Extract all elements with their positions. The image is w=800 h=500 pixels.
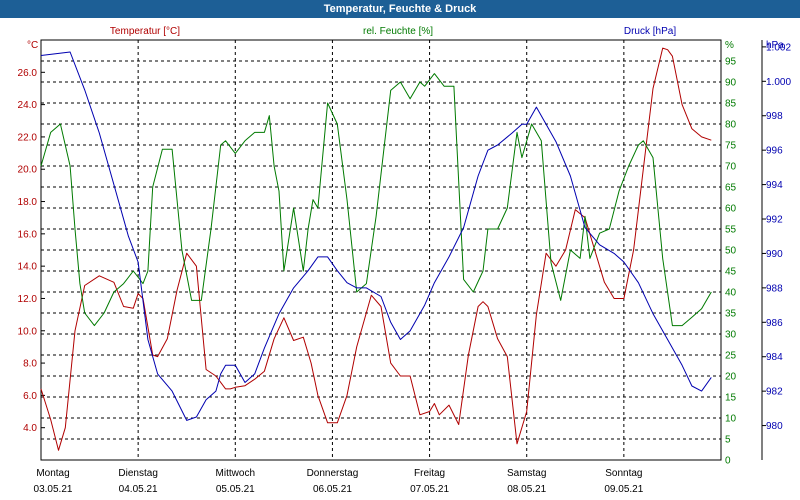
humidity-tick-label: 30 xyxy=(725,330,737,341)
temperature-tick-label: 24.0 xyxy=(18,100,38,111)
pressure-tick-label: 980 xyxy=(766,421,783,432)
temperature-unit-label: °C xyxy=(27,40,38,51)
temperature-tick-label: 4.0 xyxy=(23,423,37,434)
humidity-tick-label: 20 xyxy=(725,372,737,383)
humidity-tick-label: 55 xyxy=(725,225,737,236)
pressure-tick-label: 984 xyxy=(766,352,783,363)
x-tick-day-label: Donnerstag xyxy=(307,468,359,479)
temperature-tick-label: 26.0 xyxy=(18,68,38,79)
pressure-tick-label: 1.000 xyxy=(766,77,791,88)
humidity-tick-label: 25 xyxy=(725,351,737,362)
x-tick-day-label: Dienstag xyxy=(118,468,157,479)
temperature-tick-label: 18.0 xyxy=(18,197,38,208)
humidity-tick-label: 60 xyxy=(725,204,737,215)
temperature-tick-label: 16.0 xyxy=(18,229,38,240)
axes-frame xyxy=(40,39,763,461)
pressure-tick-label: 996 xyxy=(766,146,783,157)
humidity-tick-label: 80 xyxy=(725,120,737,131)
x-tick-day-label: Freitag xyxy=(414,468,445,479)
temperature-tick-label: 14.0 xyxy=(18,262,38,273)
pressure-tick-label: 998 xyxy=(766,111,783,122)
tick-labels: 4.0 6.0 8.0 10.0 12.0 14.0 16.0 18.0 20.0 22.0 24.… xyxy=(18,42,792,466)
humidity-tick-label: 35 xyxy=(725,309,737,320)
humidity-tick-label: 65 xyxy=(725,183,737,194)
x-tick-date-label: 05.05.21 xyxy=(216,484,255,495)
series-line-humidity xyxy=(40,73,712,327)
pressure-tick-label: 988 xyxy=(766,283,783,294)
x-tick-date-label: 08.05.21 xyxy=(507,484,546,495)
pressure-tick-label: 990 xyxy=(766,249,783,260)
pressure-tick-label: 1.002 xyxy=(766,42,791,53)
pressure-tick-label: 986 xyxy=(766,318,783,329)
x-axis-labels: Montag 03.05.21 Dienstag 04.05.21 Mittwoch 05… xyxy=(34,468,644,495)
pressure-tick-label: 994 xyxy=(766,180,783,191)
x-tick-date-label: 06.05.21 xyxy=(313,484,352,495)
humidity-tick-label: 75 xyxy=(725,141,737,152)
humidity-tick-label: 5 xyxy=(725,435,731,446)
pressure-tick-label: 982 xyxy=(766,387,783,398)
x-tick-day-label: Samstag xyxy=(507,468,546,479)
humidity-tick-label: 85 xyxy=(725,99,737,110)
temperature-tick-label: 12.0 xyxy=(18,294,38,305)
humidity-tick-label: 70 xyxy=(725,162,737,173)
axis-titles: Temperatur [°C] rel. Feuchte [%] Druck [hP… xyxy=(27,26,784,51)
humidity-tick-label: 50 xyxy=(725,246,737,257)
chart-title: Temperatur, Feuchte & Druck xyxy=(0,0,800,18)
temperature-tick-label: 22.0 xyxy=(18,132,38,143)
humidity-tick-label: 45 xyxy=(725,267,737,278)
x-tick-date-label: 09.05.21 xyxy=(604,484,643,495)
temperature-tick-label: 8.0 xyxy=(23,359,37,370)
pressure-unit-label: hPa xyxy=(766,40,784,51)
temperature-tick-label: 20.0 xyxy=(18,165,38,176)
pressure-tick-label: 992 xyxy=(766,215,783,226)
x-tick-day-label: Sonntag xyxy=(605,468,642,479)
temperature-tick-label: 6.0 xyxy=(23,391,37,402)
x-tick-day-label: Montag xyxy=(36,468,69,479)
humidity-tick-label: 95 xyxy=(725,57,737,68)
pressure-axis-title: Druck [hPa] xyxy=(624,26,676,37)
x-tick-date-label: 04.05.21 xyxy=(119,484,158,495)
humidity-axis-title: rel. Feuchte [%] xyxy=(363,26,433,37)
series-line-temperature xyxy=(40,47,712,451)
humidity-tick-label: 10 xyxy=(725,414,737,425)
humidity-tick-label: 15 xyxy=(725,393,737,404)
temperature-axis-title: Temperatur [°C] xyxy=(110,26,180,37)
x-tick-date-label: 07.05.21 xyxy=(410,484,449,495)
x-tick-date-label: 03.05.21 xyxy=(34,484,73,495)
plot-frame xyxy=(40,39,722,461)
grid xyxy=(41,40,721,460)
series-lines xyxy=(40,47,712,451)
humidity-tick-label: 90 xyxy=(725,78,737,89)
humidity-unit-label: % xyxy=(725,40,734,51)
temperature-tick-label: 10.0 xyxy=(18,326,38,337)
humidity-tick-label: 0 xyxy=(725,456,731,467)
series-line-pressure xyxy=(40,51,712,421)
humidity-tick-label: 40 xyxy=(725,288,737,299)
x-tick-day-label: Mittwoch xyxy=(216,468,255,479)
